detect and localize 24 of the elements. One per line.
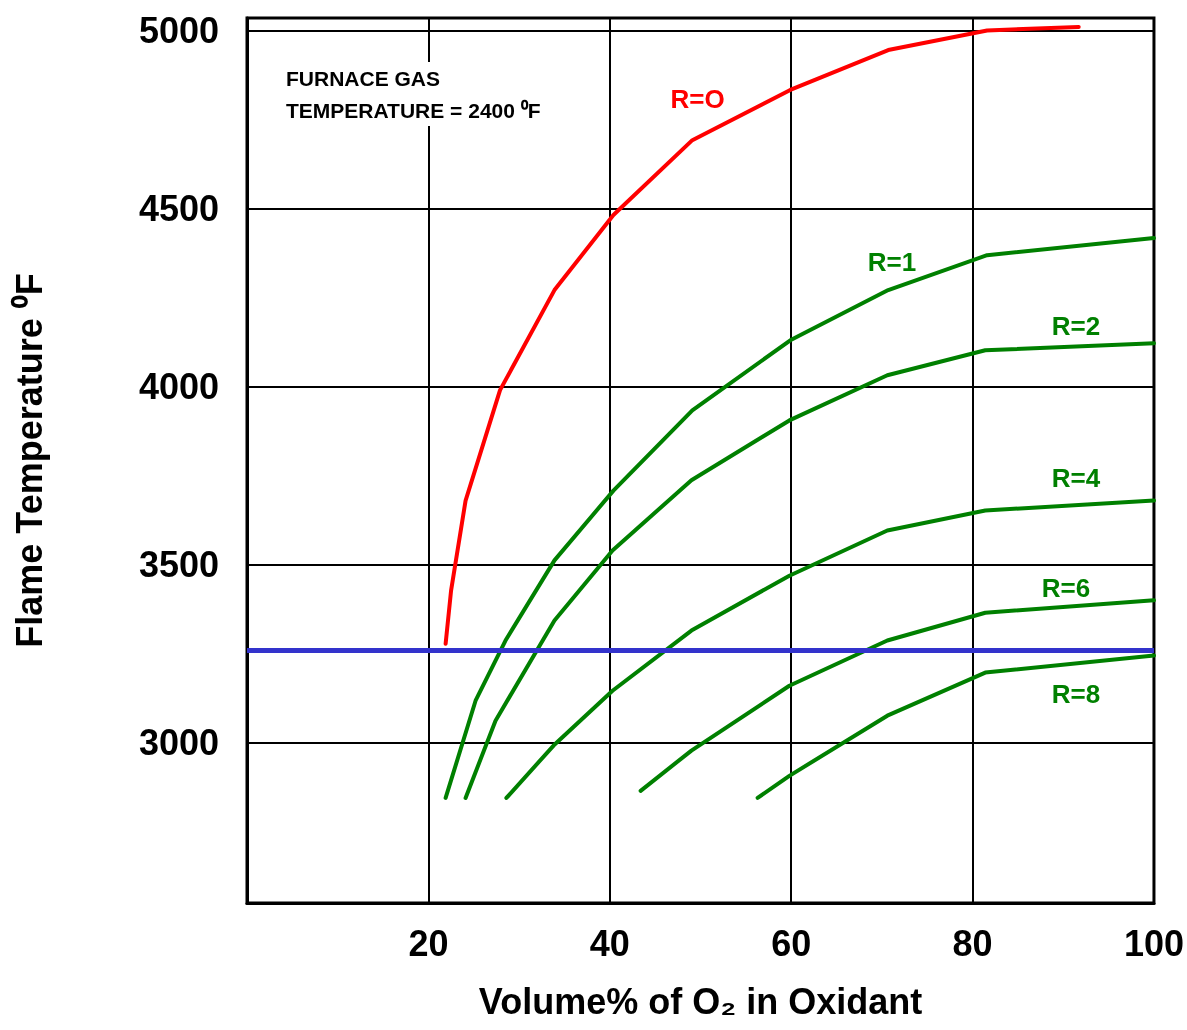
series-label: R=6 xyxy=(1041,573,1091,604)
line-series xyxy=(443,236,1156,800)
y-tick-label: 5000 xyxy=(138,9,219,51)
series-label: R=O xyxy=(670,83,725,114)
annotation: FURNACE GAS TEMPERATURE = 2400 ⁰F xyxy=(286,66,541,122)
x-tick-label: 80 xyxy=(952,922,993,964)
line-series xyxy=(755,653,1156,800)
line-series xyxy=(463,341,1156,800)
y-tick-label: 4500 xyxy=(138,188,219,230)
line-series xyxy=(638,598,1156,793)
y-tick-label: 4000 xyxy=(138,366,219,408)
series-label: R=8 xyxy=(1051,679,1101,710)
y-axis-title: Flame Temperature ⁰F xyxy=(8,273,50,648)
y-tick-label: 3500 xyxy=(138,544,219,586)
series-label: R=1 xyxy=(867,247,917,278)
x-axis-title: Volume% of O₂ in Oxidant xyxy=(478,980,923,1022)
series-label: R=4 xyxy=(1051,462,1101,493)
x-tick-label: 40 xyxy=(589,922,630,964)
line-series xyxy=(504,498,1156,800)
x-tick-label: 100 xyxy=(1123,922,1185,964)
x-tick-label: 60 xyxy=(771,922,812,964)
y-tick-label: 3000 xyxy=(138,722,219,764)
x-tick-label: 20 xyxy=(408,922,449,964)
series-label: R=2 xyxy=(1051,311,1101,342)
